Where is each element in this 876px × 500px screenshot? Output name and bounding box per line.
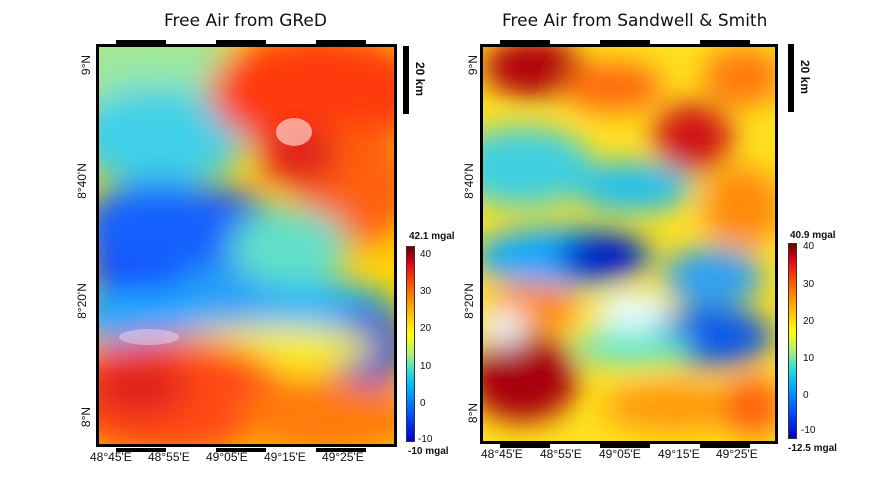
colorbar-tick: 30: [420, 286, 432, 297]
colorbar-tick: -10: [801, 425, 816, 436]
colorbar: [788, 243, 797, 439]
colorbar-tick: 40: [803, 241, 815, 252]
x-tick-label: 48°55'E: [540, 447, 582, 461]
y-tick-label: 8°N: [79, 406, 94, 428]
x-tick-label: 48°45'E: [90, 450, 132, 464]
map-gred: [96, 44, 397, 447]
x-tick-label: 49°05'E: [206, 450, 248, 464]
y-tick-label: 8°20'N: [461, 283, 476, 319]
map-sandwell-smith: [480, 44, 778, 444]
colorbar-tick: 0: [803, 390, 809, 401]
x-tick-label: 48°55'E: [148, 450, 190, 464]
gravity-field-sandwell-smith: [483, 47, 775, 441]
map-border-ticks-sandwell-smith: [500, 40, 750, 448]
x-tick-label: 49°15'E: [264, 450, 306, 464]
y-tick-label: 9°N: [79, 54, 94, 76]
colorbar-tick: 20: [803, 316, 815, 327]
x-tick-label: 49°25'E: [716, 447, 758, 461]
colorbar-max-label: 40.9 mgal: [790, 230, 836, 241]
x-tick-label: 49°15'E: [658, 447, 700, 461]
map-title-gred: Free Air from GReD: [164, 11, 327, 31]
y-tick-label: 8°40'N: [74, 163, 89, 199]
scale-bar: [403, 46, 409, 114]
scale-bar-label: 20 km: [798, 60, 812, 95]
y-tick-label: 8°N: [466, 402, 481, 424]
colorbar-max-label: 42.1 mgal: [409, 231, 455, 242]
y-tick-label: 9°N: [466, 54, 481, 76]
x-tick-label: 49°25'E: [322, 450, 364, 464]
y-tick-label: 8°20'N: [74, 283, 89, 319]
x-tick-label: 49°05'E: [599, 447, 641, 461]
map-border-ticks-gred: [116, 40, 366, 452]
map-title-sandwell-smith: Free Air from Sandwell & Smith: [502, 11, 768, 31]
colorbar: [406, 246, 415, 442]
colorbar-tick: 10: [420, 361, 432, 372]
scale-bar-label: 20 km: [413, 62, 427, 97]
x-tick-label: 48°45'E: [481, 447, 523, 461]
colorbar-tick: 20: [420, 323, 432, 334]
gravity-field-gred: [99, 47, 394, 444]
colorbar-tick: 10: [803, 353, 815, 364]
y-tick-label: 8°40'N: [461, 163, 476, 199]
colorbar-tick: -10: [418, 434, 433, 445]
colorbar-min-label: -10 mgal: [408, 446, 449, 457]
colorbar-tick: 30: [803, 279, 815, 290]
colorbar-tick: 40: [420, 249, 432, 260]
scale-bar: [788, 44, 794, 112]
colorbar-min-label: -12.5 mgal: [788, 443, 837, 454]
colorbar-tick: 0: [420, 398, 426, 409]
